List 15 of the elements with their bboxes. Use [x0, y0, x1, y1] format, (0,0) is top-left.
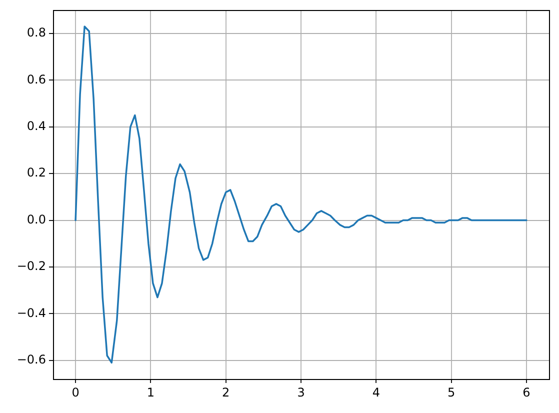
- x-tick-label: 3: [297, 385, 305, 400]
- x-tick-label: 1: [146, 385, 155, 400]
- y-tick-label: −0.2: [16, 259, 46, 274]
- y-tick-label: −0.4: [16, 306, 46, 320]
- x-tick-label: 4: [372, 385, 380, 400]
- x-tick-label: 5: [447, 385, 456, 400]
- x-tick-label: 2: [222, 385, 230, 400]
- y-tick-label: 0.8: [26, 26, 46, 40]
- y-tick-label: −0.6: [16, 352, 46, 366]
- x-tick-label: 6: [522, 385, 530, 400]
- y-tick-label: 0.4: [26, 119, 46, 134]
- y-tick-label: 0.6: [26, 72, 46, 86]
- y-tick-label: 0.2: [26, 166, 46, 180]
- y-tick-label: 0.0: [26, 212, 46, 226]
- x-tick-label: 0: [72, 385, 80, 400]
